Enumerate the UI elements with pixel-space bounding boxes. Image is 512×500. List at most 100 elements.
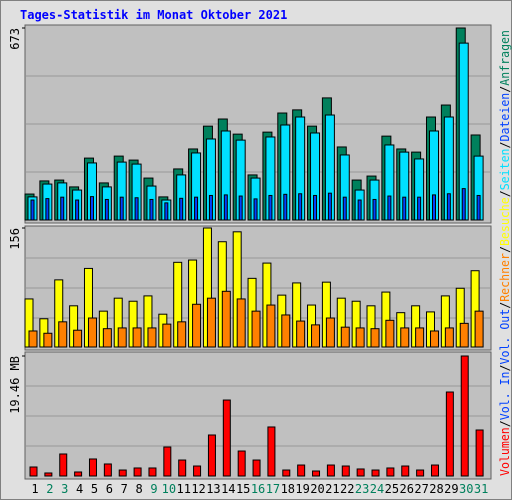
bar [385,319,395,348]
bar [179,197,184,221]
x-tick-label: 28 [429,482,443,496]
bar [446,193,451,221]
bar [149,198,154,221]
bar [356,468,365,477]
legend-entry: Vol. Out [498,309,512,365]
bar [268,194,273,221]
x-tick-label: 10 [162,482,176,496]
bar [371,469,380,477]
legend-entry: Dateien [498,93,512,142]
bar [28,330,38,348]
bar [251,310,261,348]
x-tick-label: 24 [370,482,384,496]
bar [266,304,276,348]
legend-entry: Volumen [498,427,512,476]
bar [402,196,407,221]
bar [298,193,303,221]
bar [103,463,112,477]
bar [267,426,276,477]
y-tick-label: 19.46 MB [8,356,22,414]
x-tick-label: 3 [61,482,68,496]
bar [75,199,80,221]
bar [387,195,392,221]
bar [312,470,321,477]
bar [297,464,306,477]
y-tick-label: 673 [8,28,22,50]
bar [325,317,335,348]
x-tick-label: 2 [46,482,53,496]
x-tick-label: 20 [310,482,324,496]
bar [460,355,469,477]
bar [417,196,422,221]
bar [119,196,124,221]
bar [102,328,112,348]
x-tick-label: 13 [206,482,220,496]
x-tick-label: 19 [295,482,309,496]
bar [222,399,231,477]
x-tick-label: 31 [474,482,488,496]
bar [429,330,439,348]
bar [474,310,484,348]
bar [194,196,199,221]
bar [430,464,439,477]
bar [132,327,142,348]
bar [30,199,35,221]
x-tick-label: 9 [150,482,157,496]
x-tick-label: 18 [281,482,295,496]
bar [444,327,454,348]
bar [164,202,169,221]
x-tick-label: 11 [176,482,190,496]
bar [357,199,362,221]
bar [431,194,436,221]
bar [45,198,50,221]
legend-entry: Seiten [498,148,512,190]
bar [208,194,213,221]
bar [117,327,127,348]
bar [459,322,469,348]
bar [401,465,410,477]
bar [193,465,202,477]
legend-separator: / [498,302,512,309]
bar [313,194,318,221]
x-tick-label: 26 [400,482,414,496]
legend-separator: / [498,86,512,93]
bar [311,324,321,348]
bar [147,327,157,348]
legend: Volumen/Vol. In/Vol. Out/Rechner/Besuche… [498,30,512,476]
bar [253,198,258,221]
bar [400,327,410,348]
bar [237,450,246,477]
bar [340,326,350,348]
x-tick-label: 6 [106,482,113,496]
x-tick-label: 27 [414,482,428,496]
x-tick-label: 21 [325,482,339,496]
x-tick-label: 5 [91,482,98,496]
x-tick-label: 22 [340,482,354,496]
bar [238,195,243,221]
bar [476,194,481,221]
bar [445,391,454,477]
bar [341,465,350,477]
bar [87,317,97,348]
bar [58,321,68,348]
legend-entry: Besuche [498,197,512,246]
legend-separator: / [498,420,512,427]
x-tick-label: 4 [76,482,83,496]
bar [355,327,365,348]
x-tick-label: 16 [251,482,265,496]
bar [104,198,109,221]
bar [163,446,172,477]
x-tick-label: 12 [191,482,205,496]
legend-entry: Anfragen [498,30,512,86]
legend-entry: Rechner [498,253,512,302]
bar [177,321,187,348]
bar [89,196,94,221]
legend-separator: / [498,246,512,253]
x-tick-label: 30 [459,482,473,496]
bar [192,303,202,348]
bar [296,320,306,348]
bar [342,196,347,221]
chart-title: Tages-Statistik im Monat Oktober 2021 [20,8,287,22]
bar [221,290,231,348]
